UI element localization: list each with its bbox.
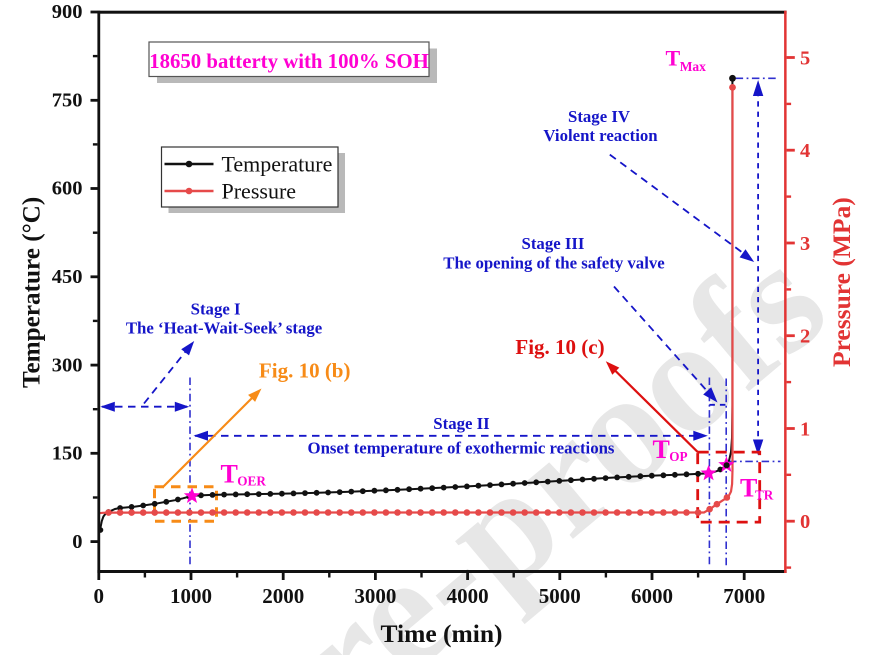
svg-text:5: 5 [800, 47, 810, 69]
svg-text:450: 450 [52, 266, 83, 288]
svg-text:Violent reaction: Violent reaction [543, 126, 658, 145]
svg-text:2000: 2000 [262, 584, 304, 608]
svg-text:150: 150 [52, 443, 83, 465]
svg-text:300: 300 [52, 354, 83, 376]
svg-text:T: T [666, 46, 681, 71]
svg-text:T: T [221, 460, 238, 489]
svg-text:Pressure: Pressure [222, 179, 297, 204]
svg-text:750: 750 [52, 90, 83, 112]
svg-text:1000: 1000 [170, 584, 212, 608]
svg-text:600: 600 [52, 178, 83, 200]
svg-text:5000: 5000 [539, 584, 581, 608]
svg-text:7000: 7000 [723, 584, 765, 608]
svg-text:Temperature: Temperature [222, 152, 333, 177]
svg-text:900: 900 [52, 1, 83, 23]
svg-text:4000: 4000 [447, 584, 489, 608]
svg-text:T: T [740, 473, 757, 502]
svg-text:6000: 6000 [631, 584, 673, 608]
svg-text:T: T [653, 435, 670, 464]
svg-text:Temperature (°C): Temperature (°C) [19, 197, 46, 388]
svg-text:1: 1 [800, 418, 810, 440]
svg-text:18650 batterty with 100% SOH: 18650 batterty with 100% SOH [149, 50, 429, 73]
svg-text:4: 4 [800, 140, 810, 162]
svg-text:Stage I: Stage I [191, 300, 241, 319]
svg-text:Pressure (MPa): Pressure (MPa) [827, 197, 856, 367]
svg-text:Onset temperature of exothermi: Onset temperature of exothermic reaction… [308, 438, 615, 457]
svg-text:3000: 3000 [354, 584, 396, 608]
svg-text:The ‘Heat-Wait-Seek’ stage: The ‘Heat-Wait-Seek’ stage [126, 319, 323, 338]
svg-text:Stage II: Stage II [433, 414, 489, 433]
svg-text:Stage IV: Stage IV [568, 107, 630, 126]
svg-text:0: 0 [72, 531, 82, 553]
svg-text:0: 0 [800, 511, 810, 533]
svg-text:Fig. 10 (b): Fig. 10 (b) [259, 359, 351, 383]
svg-text:0: 0 [94, 584, 105, 608]
svg-text:Stage III: Stage III [522, 234, 585, 253]
svg-text:OER: OER [237, 474, 266, 489]
svg-text:Fig. 10 (c): Fig. 10 (c) [515, 335, 604, 359]
svg-text:2: 2 [800, 326, 810, 348]
svg-text:OP: OP [669, 449, 687, 464]
svg-text:TR: TR [755, 487, 774, 502]
svg-text:3: 3 [800, 233, 810, 255]
svg-text:Time (min): Time (min) [380, 619, 502, 648]
svg-text:The opening of the safety valv: The opening of the safety valve [443, 254, 665, 273]
svg-text:Max: Max [680, 59, 706, 74]
